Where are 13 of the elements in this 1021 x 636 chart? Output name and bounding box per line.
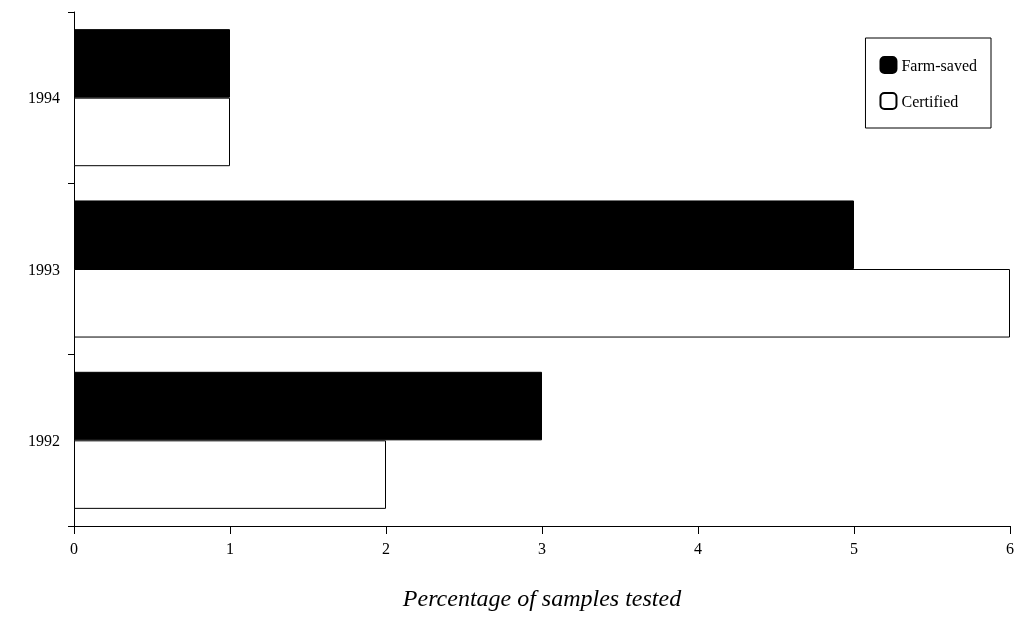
legend-label: Certified: [901, 92, 959, 110]
y-tick-label: 1994: [28, 89, 60, 107]
x-tick-label: 3: [538, 539, 546, 557]
x-tick-label: 2: [382, 539, 390, 557]
x-tick-label: 1: [226, 539, 234, 557]
x-tick-label: 6: [1006, 539, 1014, 557]
legend-label: Farm-saved: [901, 56, 977, 74]
x-tick-label: 4: [694, 539, 702, 557]
y-tick-label: 1992: [28, 431, 60, 449]
x-tick-label: 5: [850, 539, 858, 557]
y-tick-label: 1993: [28, 260, 60, 278]
x-tick-label: 0: [70, 539, 78, 557]
x-axis-title: Percentage of samples tested: [401, 585, 683, 611]
